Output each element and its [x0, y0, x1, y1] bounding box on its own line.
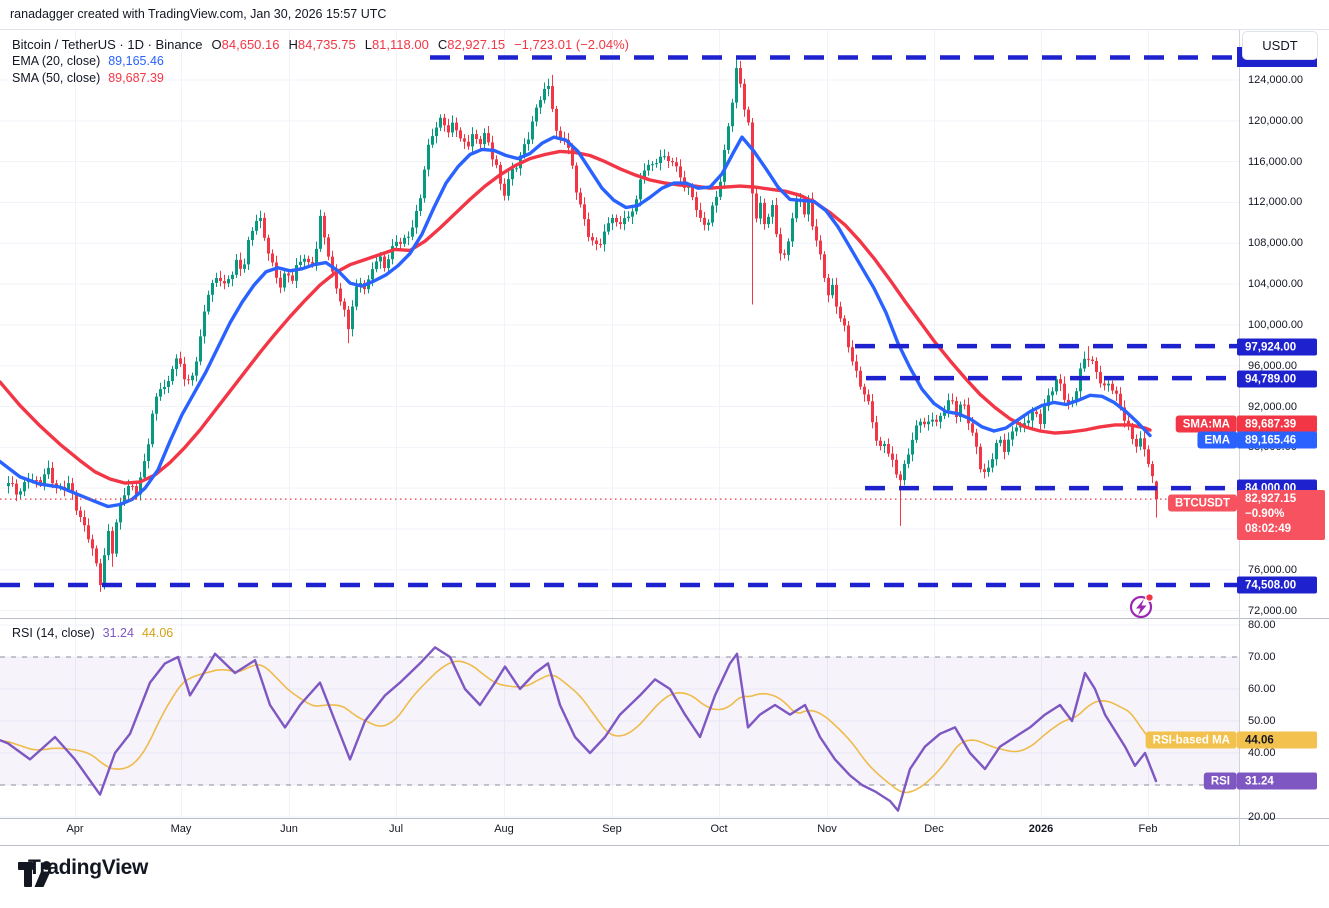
grid	[0, 30, 1240, 818]
price-axis-tick[interactable]: 76,000.00	[1248, 563, 1297, 576]
price-axis-tick[interactable]: 120,000.00	[1248, 114, 1304, 127]
rsi-legend-row[interactable]: RSI (14, close) 31.24 44.06	[12, 626, 173, 640]
ema-tag: EMA	[1197, 431, 1237, 449]
rsi-axis-tick[interactable]: 20.00	[1248, 811, 1276, 823]
high-value: 84,735.75	[297, 37, 356, 52]
high-label: H	[288, 37, 298, 52]
change-value: −1,723.01 (−2.04%)	[514, 37, 629, 52]
open-label: O	[211, 37, 222, 52]
price-axis-tick[interactable]: 92,000.00	[1248, 400, 1297, 413]
rsi-axis-tick[interactable]: 50.00	[1248, 715, 1276, 727]
rsi-line	[0, 646, 1158, 812]
price-axis-tick[interactable]: 104,000.00	[1248, 278, 1304, 291]
time-axis-label[interactable]: Jul	[388, 823, 404, 835]
price-axis-tick[interactable]: 108,000.00	[1248, 237, 1304, 250]
time-axis-label[interactable]: May	[170, 823, 192, 835]
tradingview-logo-glyph	[18, 861, 51, 887]
symbol-tag: BTCUSDT	[1168, 494, 1237, 512]
open-value: 84,650.16	[221, 37, 280, 52]
low-label: L	[364, 37, 372, 52]
price-axis-tick[interactable]: 100,000.00	[1248, 318, 1304, 331]
rsi-ma-tag: RSI-based MA	[1145, 731, 1237, 749]
time-axis-label[interactable]: Sep	[602, 823, 622, 835]
symbol-title[interactable]: Bitcoin / TetherUS · 1D · Binance	[12, 37, 203, 52]
sma50-line	[0, 149, 1152, 485]
price-axis-tick[interactable]: 72,000.00	[1248, 604, 1297, 617]
rsi-axis-tick[interactable]: 70.00	[1248, 651, 1276, 663]
price-axis-tick[interactable]: 112,000.00	[1248, 196, 1303, 209]
sma-legend-value: 89,687.39	[108, 71, 164, 85]
axis-price-label: 74,508.00	[1237, 576, 1317, 594]
rsi-legend-value: 31.24	[102, 626, 134, 640]
tradingview-logo-text: TradingView	[28, 856, 149, 879]
axis-price-label: 31.24	[1237, 772, 1317, 790]
sma-tag: SMA:MA	[1175, 415, 1237, 433]
ema-legend-row[interactable]: EMA (20, close) 89,165.46	[12, 53, 629, 70]
price-axis-tick[interactable]: 124,000.00	[1248, 73, 1304, 86]
chart-legend: Bitcoin / TetherUS · 1D · Binance O84,650…	[12, 36, 629, 87]
boost-flash-icon[interactable]	[1129, 593, 1154, 619]
close-value: 82,927.15	[447, 37, 506, 52]
rsi-axis-tick[interactable]: 60.00	[1248, 683, 1276, 695]
time-axis-label[interactable]: Oct	[710, 823, 728, 835]
symbol-ohlc-row: Bitcoin / TetherUS · 1D · Binance O84,650…	[12, 36, 629, 53]
close-label: C	[437, 37, 448, 52]
rsi-ma-legend-value: 44.06	[141, 626, 174, 640]
low-value: 81,118.00	[371, 37, 429, 52]
axis-price-label: 44.06	[1237, 731, 1317, 749]
axis-price-label: 97,924.00	[1237, 338, 1317, 356]
time-axis-label[interactable]: Nov	[817, 823, 837, 835]
axis-price-label: 89,165.46	[1237, 431, 1317, 449]
attribution-text: ranadagger created with TradingView.com,…	[10, 7, 387, 21]
price-pane	[0, 55, 1240, 592]
rsi-pane	[0, 646, 1240, 812]
ema20-line	[0, 135, 1152, 509]
pane-separators	[0, 29, 1329, 846]
currency-toggle-button[interactable]: USDT	[1242, 31, 1318, 60]
last-price-label: 82,927.15 −0.90% 08:02:49	[1237, 490, 1325, 540]
rsi-legend-label: RSI (14, close)	[12, 626, 95, 640]
rsi-tag: RSI	[1203, 772, 1237, 790]
sma-legend-row[interactable]: SMA (50, close) 89,687.39	[12, 70, 629, 87]
axis-price-label: 89,687.39	[1237, 415, 1317, 433]
price-axis-tick[interactable]: 116,000.00	[1248, 155, 1303, 168]
tradingview-logo[interactable]: TradingView	[18, 856, 149, 887]
rsi-axis-tick[interactable]: 40.00	[1248, 747, 1276, 759]
candles	[7, 57, 1158, 592]
time-axis-label[interactable]: Feb	[1138, 823, 1158, 835]
time-axis-label[interactable]: Apr	[66, 823, 84, 835]
rsi-axis-tick[interactable]: 80.00	[1248, 619, 1276, 631]
time-axis-label[interactable]: Dec	[924, 823, 944, 835]
time-axis-label[interactable]: Aug	[494, 823, 514, 835]
axis-price-label: 94,789.00	[1237, 370, 1317, 388]
time-axis-label[interactable]: 2026	[1028, 823, 1054, 835]
ema-legend-label: EMA (20, close)	[12, 54, 101, 68]
price-axis-tick[interactable]: 96,000.00	[1248, 359, 1297, 372]
time-axis-label[interactable]: Jun	[280, 823, 298, 835]
rsi-band	[0, 657, 1240, 786]
level-lines[interactable]	[0, 55, 1240, 588]
sma-legend-label: SMA (50, close)	[12, 71, 101, 85]
ema-legend-value: 89,165.46	[108, 54, 164, 68]
